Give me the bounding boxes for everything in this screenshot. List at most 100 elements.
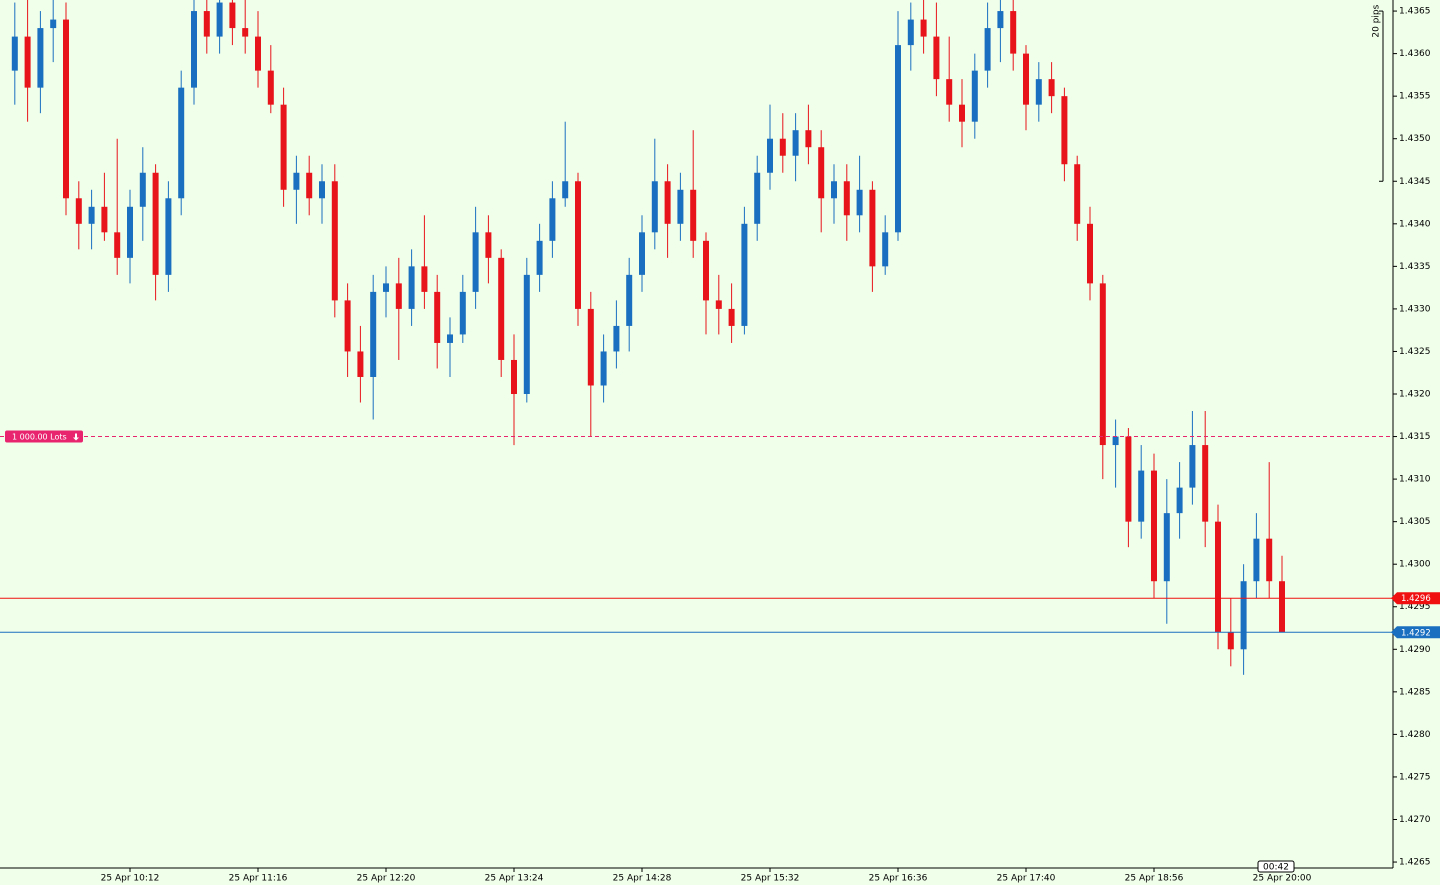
x-tick-label: 25 Apr 13:24 (485, 874, 544, 884)
candle-body (319, 181, 325, 199)
candle-body (613, 325, 620, 352)
x-tick-label: 25 Apr 12:20 (357, 874, 416, 884)
candle-body (203, 11, 210, 37)
candle-body (843, 181, 850, 216)
candle-body (626, 274, 633, 326)
candle-body (715, 300, 722, 309)
candle-body (1240, 581, 1247, 650)
y-tick-label: 1.4315 (1399, 432, 1431, 442)
candle-body (997, 11, 1004, 29)
ruler-label: 20 pips (1372, 4, 1382, 37)
y-tick-label: 1.4325 (1399, 347, 1431, 357)
candle-body (920, 19, 927, 37)
y-tick-label: 1.4335 (1399, 262, 1431, 272)
candle-body (728, 308, 735, 326)
candle-body (242, 28, 249, 37)
candle-body (1227, 632, 1234, 650)
candle-body (306, 172, 313, 199)
order-label-box (5, 430, 83, 443)
y-tick-label: 1.4285 (1399, 687, 1431, 697)
order-arrow-icon (73, 433, 79, 441)
candle-body (805, 130, 812, 148)
candle-body (1253, 538, 1260, 582)
y-tick-label: 1.4270 (1399, 815, 1431, 825)
candle-body (651, 181, 658, 233)
candle-body (75, 198, 82, 224)
candle-body (549, 198, 556, 241)
x-tick-label: 25 Apr 10:12 (101, 874, 160, 884)
candle-body (421, 266, 428, 292)
candle-body (408, 266, 415, 309)
y-tick-label: 1.4280 (1399, 730, 1431, 740)
candle-body (1279, 581, 1285, 633)
candle-body (344, 300, 351, 352)
candle-body (677, 189, 684, 224)
candle-body (114, 232, 121, 258)
candle-body (1189, 445, 1196, 488)
candle-body (191, 11, 197, 88)
candle-body (459, 291, 466, 335)
order-label: 1 000.00 Lots (12, 433, 67, 442)
candle-body (383, 283, 389, 292)
candle-body (165, 198, 172, 275)
candle-body (485, 232, 492, 258)
y-tick-label: 1.4305 (1399, 517, 1431, 527)
candle-body (1048, 79, 1055, 97)
x-tick-label: 25 Apr 15:32 (741, 874, 800, 884)
candle-body (971, 70, 978, 122)
candle-body (1125, 436, 1132, 522)
x-tick-label: 25 Apr 20:00 (1253, 874, 1312, 884)
candle-body (280, 104, 287, 190)
timer: 00:42 (1263, 863, 1289, 873)
candle-body (523, 274, 530, 395)
candle-body (434, 291, 441, 343)
candle-body (139, 172, 146, 207)
candle-body (792, 130, 799, 156)
y-tick-label: 1.4345 (1399, 177, 1431, 187)
candle-body (1099, 283, 1106, 446)
candle-body (395, 283, 402, 309)
candle-body (216, 2, 223, 37)
candle-body (472, 232, 479, 292)
price-axis-bg (1393, 0, 1440, 885)
x-tick-label: 25 Apr 11:16 (229, 874, 288, 884)
price-tag-label: 1.4296 (1401, 594, 1431, 604)
x-tick-label: 25 Apr 14:28 (613, 874, 672, 884)
candle-body (24, 36, 31, 88)
candle-body (1138, 470, 1145, 522)
candle-body (11, 36, 18, 71)
y-tick-label: 1.4295 (1399, 602, 1431, 612)
candle-body (703, 240, 709, 301)
candle-body (882, 232, 889, 267)
y-tick-label: 1.4275 (1399, 772, 1431, 782)
x-tick-label: 25 Apr 18:56 (1125, 874, 1184, 884)
candle-body (1061, 96, 1068, 165)
candle-body (101, 206, 108, 233)
candle-body (767, 138, 773, 173)
x-tick-label: 25 Apr 17:40 (997, 874, 1056, 884)
candle-body (357, 351, 364, 377)
x-tick-label: 25 Apr 16:36 (869, 874, 928, 884)
candle-body (1074, 164, 1081, 224)
candle-body (818, 147, 825, 199)
price-tag (1391, 592, 1440, 605)
candle-body (1176, 487, 1183, 514)
candle-body (1202, 445, 1209, 522)
candle-body (779, 138, 786, 156)
candle-body (50, 19, 57, 29)
candle-body (1151, 470, 1157, 582)
candle-body (946, 79, 953, 105)
candle-body (293, 172, 300, 190)
y-tick-label: 1.4265 (1399, 858, 1431, 868)
candle-body (127, 206, 133, 258)
candle-body (63, 19, 69, 199)
candle-body (370, 291, 377, 377)
candle-body (575, 181, 581, 309)
y-tick-label: 1.4300 (1399, 560, 1431, 570)
candle-body (869, 189, 876, 267)
candle-body (152, 172, 159, 275)
candle-body (1023, 53, 1029, 105)
candle-body (587, 308, 594, 386)
